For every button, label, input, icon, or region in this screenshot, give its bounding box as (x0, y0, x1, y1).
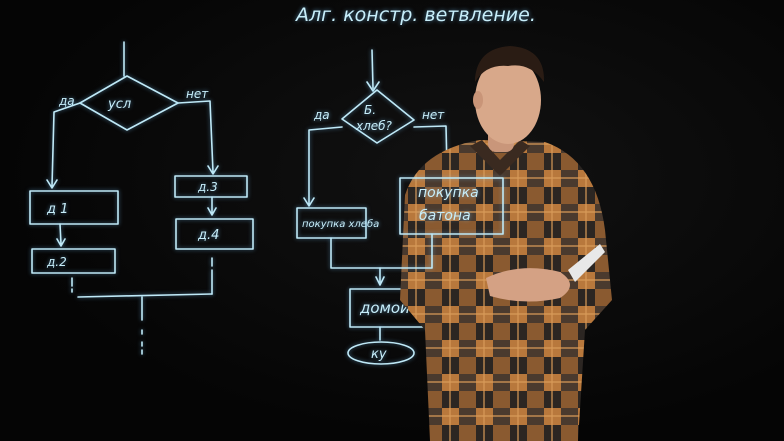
right-end-label: ку (371, 347, 387, 362)
left-no-label: нет (186, 87, 209, 101)
left-step-box-1 (29, 190, 119, 225)
left-step-label-1: д 1 (46, 202, 68, 217)
left-flowchart: усл да нет д 1 д.2 д.3 д.4 (29, 41, 254, 355)
right-yes-action-label: покупка хлеба (302, 218, 379, 230)
presenter-hair (475, 46, 545, 82)
right-yes-label: да (313, 108, 330, 122)
right-no-action-line2: батона (419, 208, 471, 224)
left-step-label-2: д.2 (46, 255, 67, 269)
right-condition-line1: Б. (364, 103, 376, 117)
left-yes-label: да (58, 94, 75, 108)
left-step-label-4: д.4 (197, 228, 219, 243)
left-arrow-1-2 (56, 223, 66, 247)
left-no-branch-line (177, 100, 219, 175)
left-merge-line (77, 293, 213, 298)
left-step-box-4 (175, 218, 254, 250)
presenter-face (475, 56, 541, 144)
left-yes-branch-line (46, 102, 81, 189)
right-no-action-line1: покупка (418, 185, 479, 201)
right-merge-line (330, 237, 385, 286)
left-step-box-2 (31, 248, 116, 274)
right-no-action-return-line (379, 233, 433, 269)
left-step-box-3 (174, 175, 248, 198)
left-condition-label: усл (107, 97, 131, 112)
presenter (400, 46, 612, 441)
right-condition-line2: хлеб? (355, 119, 393, 133)
left-arrow-3-4 (207, 196, 217, 216)
board-title: Алг. констр. ветвление. (294, 4, 536, 26)
right-no-action: покупка батона (379, 177, 504, 269)
right-no-label: нет (422, 108, 445, 122)
presenter-ear (473, 91, 483, 109)
right-next-action-label: домой (359, 299, 410, 317)
right-entry-arrow (366, 49, 380, 92)
right-end-terminator (347, 341, 415, 365)
presenter-hands (486, 268, 570, 302)
right-yes-branch-line (303, 126, 343, 207)
right-no-action-box (399, 177, 504, 235)
presenter-collar (470, 140, 530, 176)
left-step-label-3: д.3 (197, 180, 218, 194)
right-condition-diamond (341, 89, 415, 144)
presenter-marker (568, 244, 605, 282)
